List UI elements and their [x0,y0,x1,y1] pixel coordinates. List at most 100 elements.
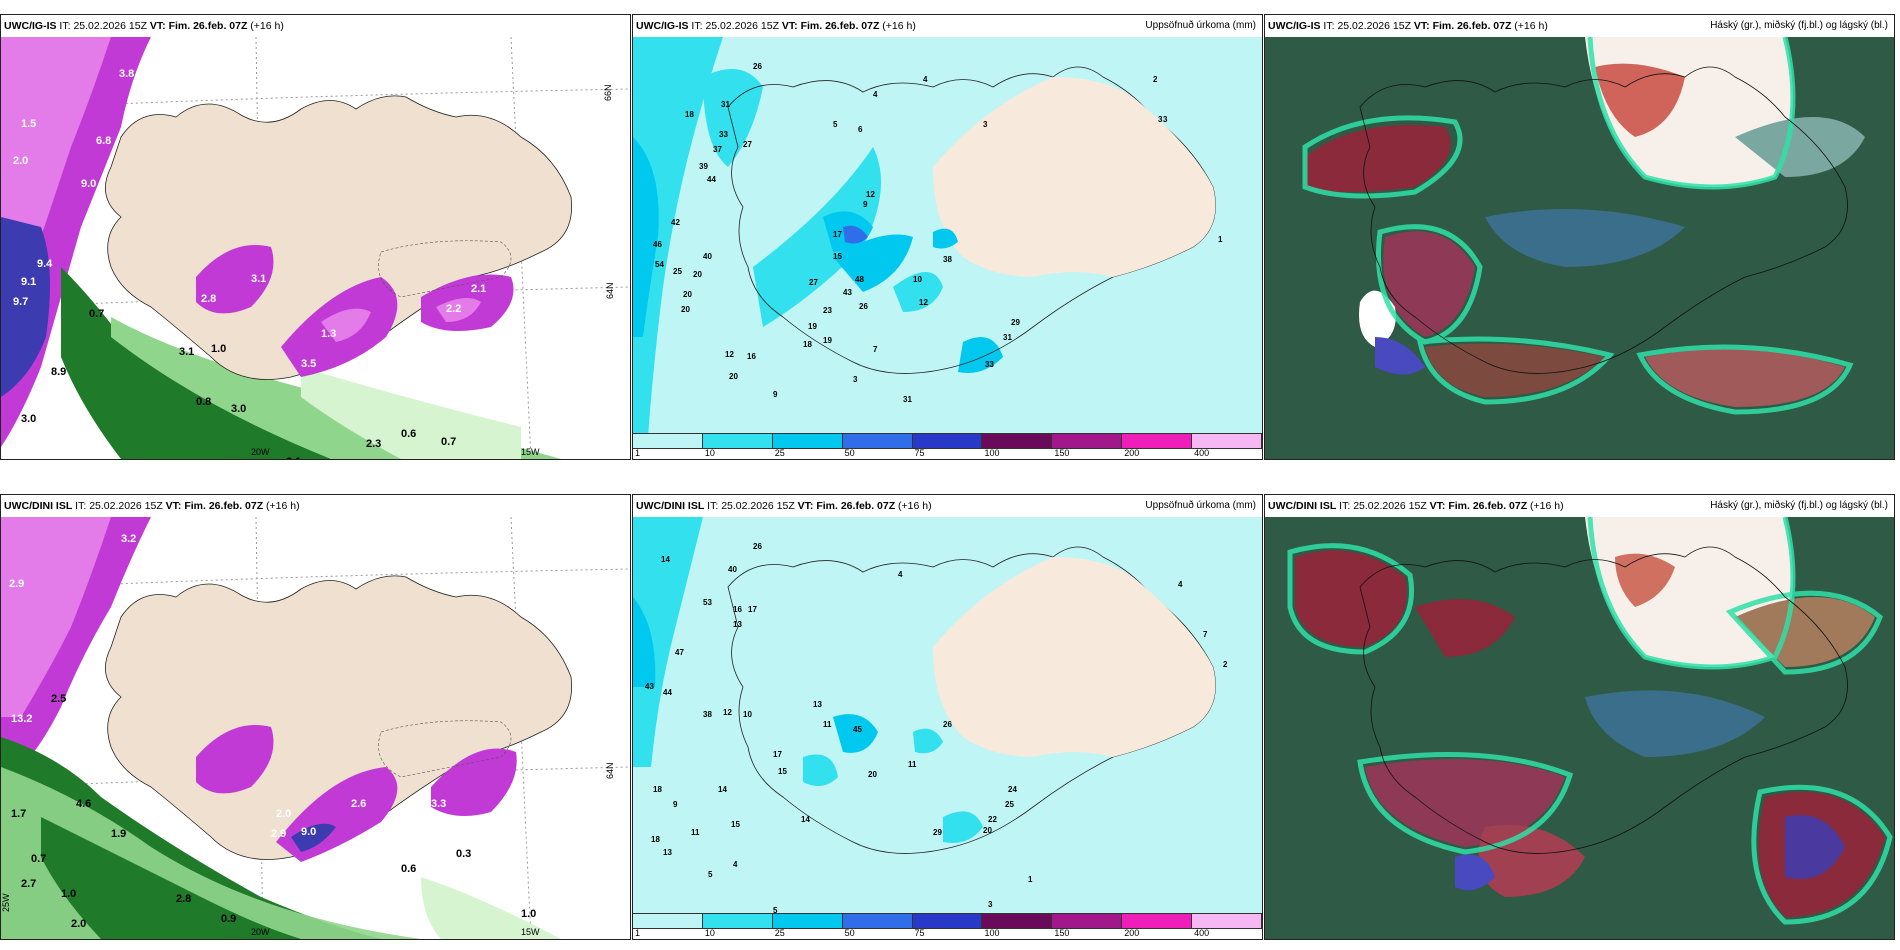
svg-text:1.5: 1.5 [21,118,36,130]
legend-label: 1 [635,928,641,938]
svg-text:3.2: 3.2 [121,533,136,545]
svg-text:15W: 15W [521,927,540,937]
legend-label: 75 [914,928,925,938]
panel-header: UWC/DINI ISL IT: 25.02.2026 15Z VT: Fim.… [633,495,1262,517]
svg-text:27: 27 [743,140,752,149]
legend-label: 150 [1054,448,1070,458]
svg-text:14: 14 [801,815,810,824]
svg-text:3.0: 3.0 [21,413,36,425]
svg-text:16: 16 [733,605,742,614]
svg-text:20W: 20W [251,927,270,937]
svg-text:43: 43 [843,288,852,297]
svg-text:11: 11 [908,760,917,769]
panel-precip-igis: UWC/IG-IS IT: 25.02.2026 15Z VT: Fim. 26… [632,14,1263,460]
svg-text:0.7: 0.7 [31,853,46,865]
legend-label: 25 [774,928,785,938]
svg-text:2.1: 2.1 [286,456,301,459]
wind-map: 2.9 3.2 13.2 2.0 2.9 9.0 2.6 3.3 2.5 4.6 1.7 0.7 2… [1,517,630,939]
precip-legend: 1 10 25 50 75 100 150 200 400 [633,433,1262,459]
svg-text:1: 1 [1218,235,1223,244]
legend-swatch [1122,914,1193,928]
svg-text:19: 19 [808,322,817,331]
svg-text:0.3: 0.3 [456,848,471,860]
svg-text:17: 17 [773,750,782,759]
svg-text:29: 29 [933,828,942,837]
svg-text:31: 31 [903,395,912,404]
legend-label: 10 [704,448,715,458]
legend-label: 10 [704,928,715,938]
svg-text:47: 47 [675,648,684,657]
svg-text:24: 24 [1008,785,1017,794]
svg-text:1.0: 1.0 [61,888,76,900]
svg-text:25: 25 [673,267,682,276]
svg-text:9.0: 9.0 [81,178,96,190]
svg-text:18: 18 [651,835,660,844]
svg-text:40: 40 [728,565,737,574]
svg-text:44: 44 [707,175,716,184]
legend-swatch [702,434,773,448]
svg-text:25W: 25W [1,893,11,912]
legend-swatch [633,434,703,448]
svg-text:3.3: 3.3 [431,798,446,810]
svg-text:3.5: 3.5 [301,358,316,370]
svg-text:10: 10 [913,275,922,284]
svg-text:4.6: 4.6 [76,798,91,810]
legend-swatch [912,434,983,448]
legend-swatch [702,914,773,928]
svg-text:23: 23 [823,306,832,315]
svg-text:2: 2 [1223,660,1228,669]
wind-map: 3.8 1.5 2.0 6.8 9.0 9.4 9.1 9.7 2.8 3.1 1.3 3.5 2.… [1,37,630,459]
svg-text:11: 11 [823,720,832,729]
svg-text:0.8: 0.8 [196,396,211,408]
legend-label: 200 [1124,928,1140,938]
cloud-map [1265,37,1894,459]
svg-text:43: 43 [645,682,654,691]
svg-text:5: 5 [708,870,713,879]
svg-text:42: 42 [671,218,680,227]
svg-text:26: 26 [753,542,762,551]
svg-text:20: 20 [683,290,692,299]
svg-text:20: 20 [681,305,690,314]
panel-header: UWC/DINI ISL IT: 25.02.2026 15Z VT: Fim.… [1265,495,1894,517]
svg-text:5: 5 [773,906,778,915]
svg-text:2.9: 2.9 [271,828,286,840]
svg-text:15: 15 [833,252,842,261]
svg-text:3.8: 3.8 [119,68,134,80]
svg-text:31: 31 [721,100,730,109]
legend-swatch [633,914,703,928]
svg-text:39: 39 [699,162,708,171]
legend-swatch [1052,914,1123,928]
svg-text:3: 3 [1163,115,1168,124]
svg-text:4: 4 [923,75,928,84]
svg-text:6.8: 6.8 [96,135,111,147]
svg-text:8.9: 8.9 [51,366,66,378]
legend-swatch [772,914,843,928]
panel-header: UWC/IG-IS IT: 25.02.2026 15Z VT: Fim. 26… [1265,15,1894,37]
svg-text:46: 46 [653,240,662,249]
svg-text:31: 31 [1003,333,1012,342]
svg-text:19: 19 [823,336,832,345]
svg-text:18: 18 [653,785,662,794]
svg-text:25: 25 [1005,800,1014,809]
svg-text:2.3: 2.3 [366,438,381,450]
svg-text:20: 20 [693,270,702,279]
svg-text:17: 17 [748,605,757,614]
panel-wind-dini: UWC/DINI ISL IT: 25.02.2026 15Z VT: Fim.… [0,494,631,940]
svg-text:38: 38 [703,710,712,719]
svg-text:2.2: 2.2 [446,303,461,315]
svg-text:26: 26 [859,302,868,311]
svg-text:20: 20 [983,826,992,835]
legend-label: 100 [984,928,1000,938]
svg-text:26: 26 [753,62,762,71]
precip-map: 26 18 31 37 33 27 39 44 42 46 54 25 20 20 20 40 12 20 1… [633,37,1262,459]
svg-text:40: 40 [703,252,712,261]
svg-text:2: 2 [1153,75,1158,84]
svg-text:13: 13 [813,700,822,709]
legend-swatch [912,914,983,928]
svg-text:3: 3 [1158,115,1163,124]
legend-swatch [1052,434,1123,448]
svg-text:64N: 64N [605,282,615,299]
svg-text:2.6: 2.6 [351,798,366,810]
svg-text:20: 20 [729,372,738,381]
svg-text:2.8: 2.8 [176,893,191,905]
